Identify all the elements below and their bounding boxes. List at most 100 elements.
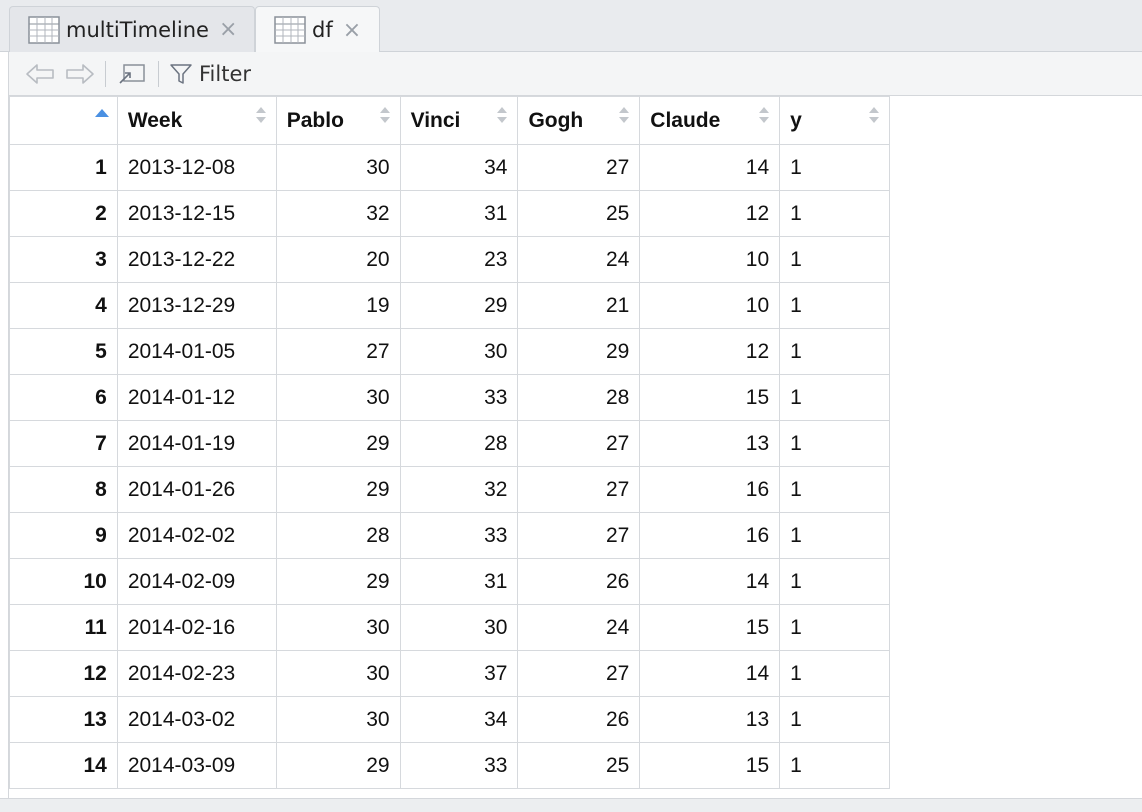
table-cell[interactable]: 1 xyxy=(779,144,890,191)
table-cell[interactable]: 10 xyxy=(639,236,781,283)
table-cell[interactable]: 37 xyxy=(399,650,519,697)
table-cell[interactable]: 1 xyxy=(779,466,890,513)
table-cell[interactable]: 31 xyxy=(399,558,519,605)
table-cell[interactable]: 1 xyxy=(779,604,890,651)
table-cell[interactable]: 28 xyxy=(517,374,641,421)
table-cell[interactable]: 1 xyxy=(779,190,890,237)
table-cell[interactable]: 14 xyxy=(639,558,781,605)
table-cell[interactable]: 1 xyxy=(779,420,890,467)
column-header-gogh[interactable]: Gogh xyxy=(517,96,641,145)
table-cell[interactable]: 29 xyxy=(275,558,401,605)
horizontal-scrollbar[interactable] xyxy=(0,798,1142,812)
table-cell[interactable]: 15 xyxy=(639,742,781,789)
tab-df[interactable]: df × xyxy=(255,6,380,53)
forward-arrow-icon[interactable] xyxy=(63,56,95,92)
table-cell[interactable]: 30 xyxy=(399,604,519,651)
filter-button[interactable]: Filter xyxy=(169,56,251,92)
table-cell[interactable]: 15 xyxy=(639,604,781,651)
table-cell[interactable]: 12 xyxy=(639,328,781,375)
table-cell[interactable]: 2014-02-16 xyxy=(116,604,277,651)
table-cell[interactable]: 30 xyxy=(275,696,401,743)
table-cell[interactable]: 1 xyxy=(779,696,890,743)
table-cell[interactable]: 30 xyxy=(275,144,401,191)
table-cell[interactable]: 24 xyxy=(517,236,641,283)
table-cell[interactable]: 1 xyxy=(779,236,890,283)
table-cell[interactable]: 1 xyxy=(779,282,890,329)
close-icon[interactable]: × xyxy=(342,17,362,43)
table-cell[interactable]: 27 xyxy=(517,420,641,467)
table-cell[interactable]: 16 xyxy=(639,466,781,513)
table-cell[interactable]: 2014-02-09 xyxy=(116,558,277,605)
table-cell[interactable]: 29 xyxy=(275,420,401,467)
table-cell[interactable]: 2013-12-22 xyxy=(116,236,277,283)
table-cell[interactable]: 2014-02-02 xyxy=(116,512,277,559)
table-cell[interactable]: 32 xyxy=(275,190,401,237)
table-cell[interactable]: 27 xyxy=(517,650,641,697)
table-cell[interactable]: 2013-12-08 xyxy=(116,144,277,191)
back-arrow-icon[interactable] xyxy=(25,56,57,92)
table-cell[interactable]: 1 xyxy=(779,512,890,559)
table-cell[interactable]: 33 xyxy=(399,512,519,559)
table-cell[interactable]: 27 xyxy=(517,466,641,513)
tab-multitimeline[interactable]: multiTimeline × xyxy=(9,6,255,52)
table-cell[interactable]: 30 xyxy=(399,328,519,375)
table-cell[interactable]: 2013-12-15 xyxy=(116,190,277,237)
table-cell[interactable]: 19 xyxy=(275,282,401,329)
table-cell[interactable]: 30 xyxy=(275,374,401,421)
table-cell[interactable]: 30 xyxy=(275,650,401,697)
table-cell[interactable]: 12 xyxy=(639,190,781,237)
column-header-vinci[interactable]: Vinci xyxy=(399,96,519,145)
table-cell[interactable]: 29 xyxy=(399,282,519,329)
column-header-pablo[interactable]: Pablo xyxy=(275,96,401,145)
table-cell[interactable]: 1 xyxy=(779,328,890,375)
table-cell[interactable]: 13 xyxy=(639,420,781,467)
table-cell[interactable]: 20 xyxy=(275,236,401,283)
table-cell[interactable]: 25 xyxy=(517,190,641,237)
column-header-y[interactable]: y xyxy=(779,96,890,145)
table-cell[interactable]: 15 xyxy=(639,374,781,421)
table-cell[interactable]: 21 xyxy=(517,282,641,329)
table-cell[interactable]: 31 xyxy=(399,190,519,237)
table-cell[interactable]: 1 xyxy=(779,558,890,605)
table-cell[interactable]: 26 xyxy=(517,696,641,743)
column-header-claude[interactable]: Claude xyxy=(639,96,781,145)
table-cell[interactable]: 25 xyxy=(517,742,641,789)
table-cell[interactable]: 2014-01-05 xyxy=(116,328,277,375)
table-cell[interactable]: 1 xyxy=(779,374,890,421)
table-cell[interactable]: 2014-03-09 xyxy=(116,742,277,789)
table-cell[interactable]: 30 xyxy=(275,604,401,651)
table-cell[interactable]: 13 xyxy=(639,696,781,743)
row-index-header[interactable] xyxy=(9,96,118,145)
table-cell[interactable]: 32 xyxy=(399,466,519,513)
column-header-week[interactable]: Week xyxy=(116,96,277,145)
table-cell[interactable]: 27 xyxy=(517,512,641,559)
table-cell[interactable]: 28 xyxy=(399,420,519,467)
table-cell[interactable]: 2014-02-23 xyxy=(116,650,277,697)
table-cell[interactable]: 2014-01-12 xyxy=(116,374,277,421)
table-cell[interactable]: 2014-01-26 xyxy=(116,466,277,513)
table-cell[interactable]: 23 xyxy=(399,236,519,283)
table-cell[interactable]: 26 xyxy=(517,558,641,605)
table-cell[interactable]: 33 xyxy=(399,374,519,421)
show-in-new-window-icon[interactable] xyxy=(116,56,148,92)
table-cell[interactable]: 28 xyxy=(275,512,401,559)
table-cell[interactable]: 2014-01-19 xyxy=(116,420,277,467)
table-cell[interactable]: 29 xyxy=(275,742,401,789)
table-cell[interactable]: 29 xyxy=(275,466,401,513)
table-cell[interactable]: 34 xyxy=(399,696,519,743)
table-cell[interactable]: 27 xyxy=(275,328,401,375)
table-cell[interactable]: 2013-12-29 xyxy=(116,282,277,329)
table-cell[interactable]: 1 xyxy=(779,650,890,697)
table-cell[interactable]: 14 xyxy=(639,144,781,191)
table-cell[interactable]: 14 xyxy=(639,650,781,697)
table-cell[interactable]: 24 xyxy=(517,604,641,651)
table-cell[interactable]: 16 xyxy=(639,512,781,559)
table-cell[interactable]: 10 xyxy=(639,282,781,329)
table-cell[interactable]: 27 xyxy=(517,144,641,191)
table-cell[interactable]: 1 xyxy=(779,742,890,789)
table-cell[interactable]: 33 xyxy=(399,742,519,789)
close-icon[interactable]: × xyxy=(218,17,238,42)
table-cell[interactable]: 2014-03-02 xyxy=(116,696,277,743)
table-cell[interactable]: 34 xyxy=(399,144,519,191)
table-cell[interactable]: 29 xyxy=(517,328,641,375)
